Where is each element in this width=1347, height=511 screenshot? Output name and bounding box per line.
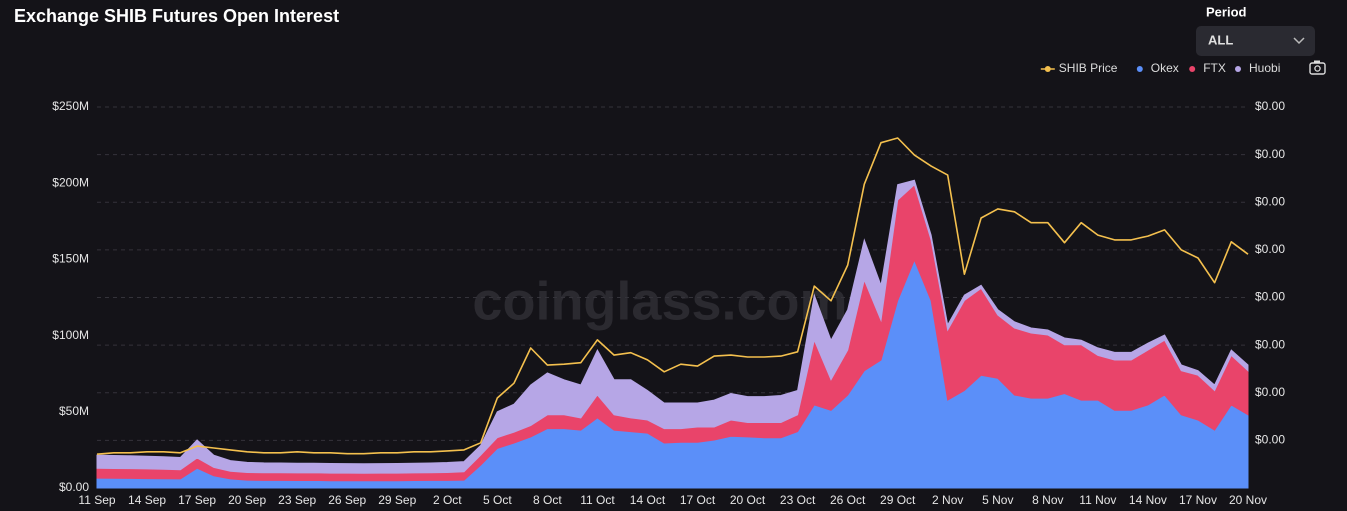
y2-tick-label: $0.00	[1255, 385, 1285, 399]
x-tick-label: 5 Nov	[982, 493, 1013, 507]
y-tick-label: $250M	[52, 99, 89, 113]
x-tick-label: 8 Nov	[1032, 493, 1063, 507]
y-tick-label: $0.00	[59, 480, 89, 494]
y-tick-label: $200M	[52, 175, 89, 189]
y2-tick-label: $0.00	[1255, 99, 1285, 113]
x-tick-label: 23 Oct	[780, 493, 816, 507]
x-tick-label: 26 Sep	[328, 493, 366, 507]
x-tick-label: 17 Sep	[178, 493, 216, 507]
x-tick-label: 20 Nov	[1229, 493, 1267, 507]
y-tick-label: $150M	[52, 252, 89, 266]
x-tick-label: 11 Sep	[78, 493, 115, 507]
y2-tick-label: $0.00	[1255, 337, 1285, 351]
legend-marker	[1136, 66, 1143, 72]
camera-icon[interactable]	[1309, 60, 1326, 75]
legend-label: SHIB Price	[1059, 61, 1118, 75]
y2-tick-label: $0.00	[1255, 147, 1285, 161]
y-tick-label: $100M	[52, 328, 89, 342]
dropdown-box[interactable]	[1196, 26, 1315, 56]
legend-marker	[1189, 66, 1196, 72]
x-tick-label: 17 Nov	[1179, 493, 1217, 507]
camera-top[interactable]	[1314, 60, 1320, 64]
x-tick-label: 8 Oct	[533, 493, 562, 507]
camera-lens[interactable]	[1314, 65, 1321, 72]
y-tick-label: $50M	[59, 404, 89, 418]
y2-tick-label: $0.00	[1255, 433, 1285, 447]
legend-label: Huobi	[1249, 61, 1280, 75]
period-dropdown[interactable]: ALL	[1196, 26, 1315, 56]
y2-tick-label: $0.00	[1255, 194, 1285, 208]
plot-area	[96, 106, 1249, 489]
x-tick-label: 29 Oct	[880, 493, 916, 507]
x-tick-label: 26 Oct	[830, 493, 866, 507]
dropdown-chevron[interactable]	[1293, 37, 1305, 45]
x-tick-label: 14 Sep	[128, 493, 166, 507]
y2-tick-label: $0.00	[1255, 242, 1285, 256]
dropdown-value[interactable]: ALL	[1208, 32, 1233, 47]
x-tick-label: 23 Sep	[278, 493, 316, 507]
x-tick-label: 14 Oct	[630, 493, 666, 507]
watermark: coinglass.com	[472, 271, 847, 331]
x-tick-label: 20 Sep	[228, 493, 266, 507]
x-tick-label: 17 Oct	[680, 493, 716, 507]
legend-marker	[1044, 66, 1051, 72]
x-tick-label: 2 Nov	[932, 493, 963, 507]
chart-title: Exchange SHIB Futures Open Interest	[14, 6, 339, 26]
y2-tick-label: $0.00	[1255, 290, 1285, 304]
legend-label: Okex	[1151, 61, 1179, 75]
x-tick-label: 11 Nov	[1079, 493, 1116, 507]
area-3	[96, 179, 1249, 474]
x-tick-label: 29 Sep	[378, 493, 416, 507]
legend-marker	[1235, 66, 1241, 72]
x-tick-label: 2 Oct	[433, 493, 462, 507]
x-tick-label: 11 Oct	[580, 493, 615, 507]
x-tick-label: 5 Oct	[483, 493, 512, 507]
x-tick-label: 20 Oct	[730, 493, 766, 507]
x-tick-label: 14 Nov	[1129, 493, 1167, 507]
price-line	[96, 137, 1249, 455]
period-label: Period	[1206, 4, 1247, 19]
legend-label: FTX	[1203, 61, 1226, 75]
